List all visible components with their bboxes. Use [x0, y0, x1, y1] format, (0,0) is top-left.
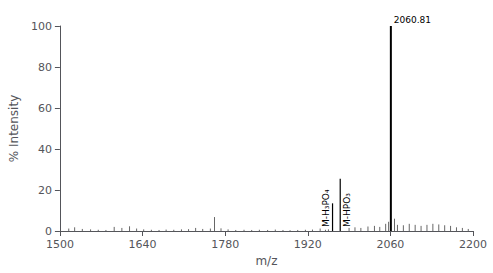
svg-text:1640: 1640 [129, 238, 157, 251]
svg-text:m/z: m/z [255, 254, 277, 268]
svg-text:0: 0 [45, 225, 52, 238]
svg-text:80: 80 [38, 61, 52, 74]
svg-text:2200: 2200 [459, 238, 487, 251]
svg-text:% Intensity: % Intensity [7, 95, 21, 162]
svg-text:1920: 1920 [294, 238, 322, 251]
svg-text:M-H₃PO₄: M-H₃PO₄ [321, 189, 331, 227]
svg-text:40: 40 [38, 143, 52, 156]
svg-text:20: 20 [38, 184, 52, 197]
svg-text:60: 60 [38, 102, 52, 115]
svg-text:2060.81: 2060.81 [394, 15, 431, 25]
svg-text:1500: 1500 [46, 238, 74, 251]
svg-text:100: 100 [31, 20, 52, 33]
svg-text:2060: 2060 [376, 238, 404, 251]
svg-text:1780: 1780 [211, 238, 239, 251]
svg-text:M-HPO₃: M-HPO₃ [342, 193, 352, 227]
